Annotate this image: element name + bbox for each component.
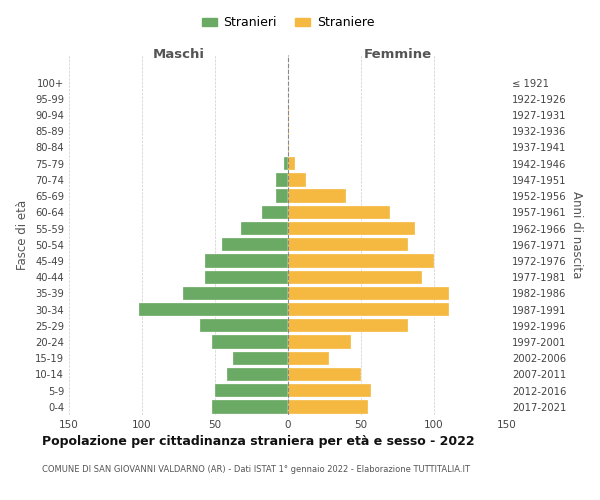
Bar xyxy=(288,286,449,300)
Text: Femmine: Femmine xyxy=(364,48,431,60)
Legend: Stranieri, Straniere: Stranieri, Straniere xyxy=(197,11,379,34)
Bar xyxy=(288,400,368,413)
Y-axis label: Fasce di età: Fasce di età xyxy=(16,200,29,270)
Bar xyxy=(288,173,305,186)
Bar xyxy=(288,352,329,365)
Bar xyxy=(205,254,288,268)
Bar xyxy=(205,270,288,284)
Bar xyxy=(288,368,361,381)
Y-axis label: Anni di nascita: Anni di nascita xyxy=(570,192,583,278)
Bar xyxy=(227,368,288,381)
Bar xyxy=(284,157,288,170)
Bar xyxy=(288,124,289,138)
Bar xyxy=(288,238,408,252)
Text: COMUNE DI SAN GIOVANNI VALDARNO (AR) - Dati ISTAT 1° gennaio 2022 - Elaborazione: COMUNE DI SAN GIOVANNI VALDARNO (AR) - D… xyxy=(42,465,470,474)
Text: Maschi: Maschi xyxy=(152,48,205,60)
Bar xyxy=(288,336,351,348)
Bar xyxy=(288,206,390,219)
Bar xyxy=(277,173,288,186)
Bar xyxy=(277,190,288,202)
Bar xyxy=(200,319,288,332)
Bar xyxy=(212,336,288,348)
Bar xyxy=(288,303,449,316)
Bar xyxy=(288,222,415,235)
Bar xyxy=(223,238,288,252)
Bar xyxy=(288,157,295,170)
Bar xyxy=(139,303,288,316)
Bar xyxy=(288,319,408,332)
Text: Popolazione per cittadinanza straniera per età e sesso - 2022: Popolazione per cittadinanza straniera p… xyxy=(42,435,475,448)
Bar xyxy=(183,286,288,300)
Bar xyxy=(212,400,288,413)
Bar xyxy=(288,108,289,122)
Bar xyxy=(288,141,289,154)
Bar xyxy=(241,222,288,235)
Bar xyxy=(233,352,288,365)
Bar xyxy=(288,254,434,268)
Bar xyxy=(288,190,346,202)
Bar xyxy=(262,206,288,219)
Bar xyxy=(288,384,371,398)
Bar xyxy=(288,270,422,284)
Bar xyxy=(215,384,288,398)
